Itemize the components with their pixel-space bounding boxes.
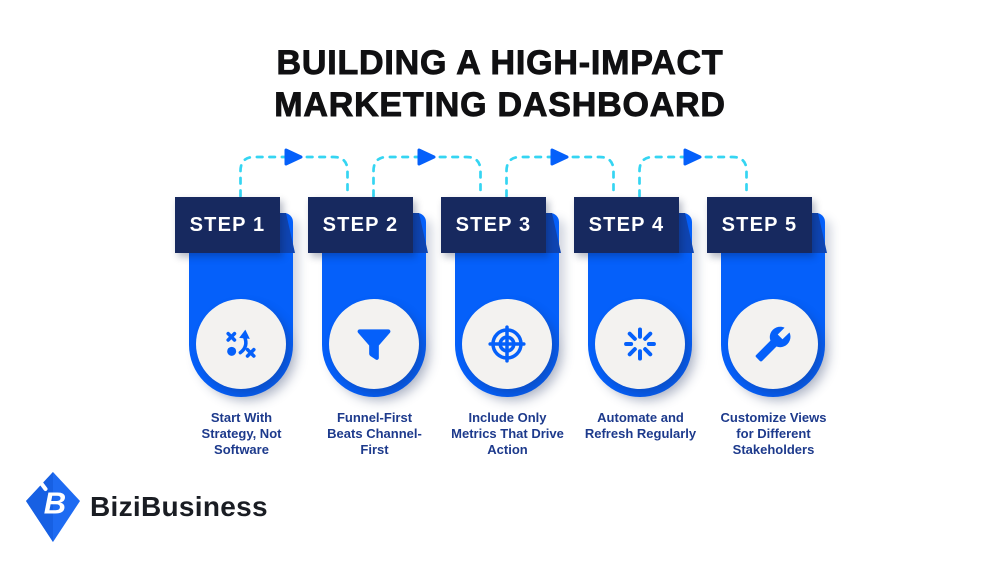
step-label: STEP 1: [189, 213, 266, 236]
step-label: STEP 3: [455, 213, 532, 236]
icon-circle: [595, 299, 685, 389]
refresh-spinner-icon: [624, 327, 656, 361]
step-description: Automate and Refresh Regularly: [584, 410, 697, 441]
brand-diamond-icon: B: [26, 472, 80, 542]
flow-arrowhead-3: [550, 148, 569, 166]
step-card-3: STEP 3 Include Only Metrics That Drive A…: [441, 197, 574, 487]
funnel-icon: [357, 329, 391, 360]
step-label: STEP 5: [721, 213, 798, 236]
step-description: Include Only Metrics That Drive Action: [451, 410, 564, 457]
infographic-title: BUILDING A HIGH-IMPACT MARKETING DASHBOA…: [0, 42, 1000, 126]
step-description: Start With Strategy, Not Software: [201, 410, 282, 457]
flow-arrowhead-1: [284, 148, 303, 166]
target-icon: [488, 325, 526, 363]
step-label: STEP 4: [588, 213, 665, 236]
wrench-icon: [755, 326, 791, 362]
step-label: STEP 2: [322, 213, 399, 236]
step-card-5: STEP 5 Customize Views for Different Sta…: [707, 197, 840, 487]
step-card-4: STEP 4 Automate and Refresh Regularly: [574, 197, 707, 487]
flow-arrow-path-1: [239, 155, 349, 198]
icon-circle: [462, 299, 552, 389]
flow-arrow-path-2: [372, 155, 482, 198]
title-line-1: BUILDING A HIGH-IMPACT: [276, 44, 724, 83]
flow-arrowhead-2: [417, 148, 436, 166]
step-badge-2: STEP 2: [308, 197, 413, 253]
flow-arrowhead-4: [683, 148, 702, 166]
strategy-play-icon: [226, 329, 256, 358]
step-card-2: STEP 2 Funnel-First Beats Channel-First: [308, 197, 441, 487]
icon-circle: [329, 299, 419, 389]
flow-arrow-path-3: [505, 155, 615, 198]
step-badge-1: STEP 1: [175, 197, 280, 253]
title-line-2: MARKETING DASHBOARD: [274, 86, 726, 125]
step-badge-5: STEP 5: [707, 197, 812, 253]
icon-circle: [728, 299, 818, 389]
brand-monogram: B: [44, 486, 66, 521]
brand-name: BiziBusiness: [90, 491, 268, 522]
brand-logo: B BiziBusiness: [26, 472, 268, 542]
step-badge-4: STEP 4: [574, 197, 679, 253]
step-badge-3: STEP 3: [441, 197, 546, 253]
step-card-1: STEP 1 Start With Strategy, Not Software: [175, 197, 308, 487]
flow-arrow-path-4: [638, 155, 748, 198]
step-description: Funnel-First Beats Channel-First: [327, 410, 422, 457]
step-description: Customize Views for Different Stakeholde…: [720, 410, 827, 457]
icon-circle: [196, 299, 286, 389]
